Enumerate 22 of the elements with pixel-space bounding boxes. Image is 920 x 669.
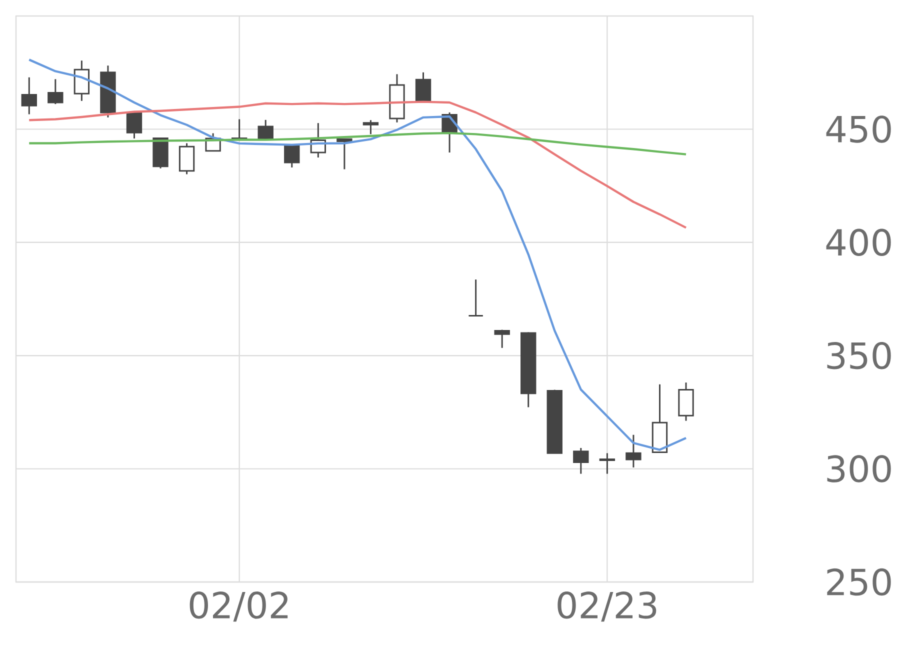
y-tick-label: 300 bbox=[827, 455, 891, 482]
candlestick bbox=[573, 447, 589, 475]
candlestick bbox=[336, 138, 352, 170]
candlestick bbox=[415, 72, 432, 102]
y-tick-label: 400 bbox=[826, 228, 891, 256]
candlestick bbox=[126, 112, 142, 140]
candlestick bbox=[258, 119, 274, 140]
candlestick bbox=[362, 119, 379, 135]
y-tick-label: 250 bbox=[827, 568, 891, 596]
candlestick bbox=[284, 144, 300, 168]
x-tick-label: 02/02 bbox=[190, 592, 288, 622]
y-tick-label: 350 bbox=[827, 342, 891, 370]
candlestick bbox=[599, 452, 616, 475]
candlestick bbox=[468, 278, 484, 316]
candlestick bbox=[74, 60, 90, 102]
candlestick bbox=[494, 329, 510, 349]
candlestick bbox=[626, 434, 642, 468]
candlestick bbox=[48, 78, 64, 105]
x-tick-label: 02/23 bbox=[558, 592, 656, 622]
y-tick-label: 450 bbox=[826, 116, 891, 143]
candlestick bbox=[21, 76, 37, 116]
line-series bbox=[28, 58, 688, 451]
